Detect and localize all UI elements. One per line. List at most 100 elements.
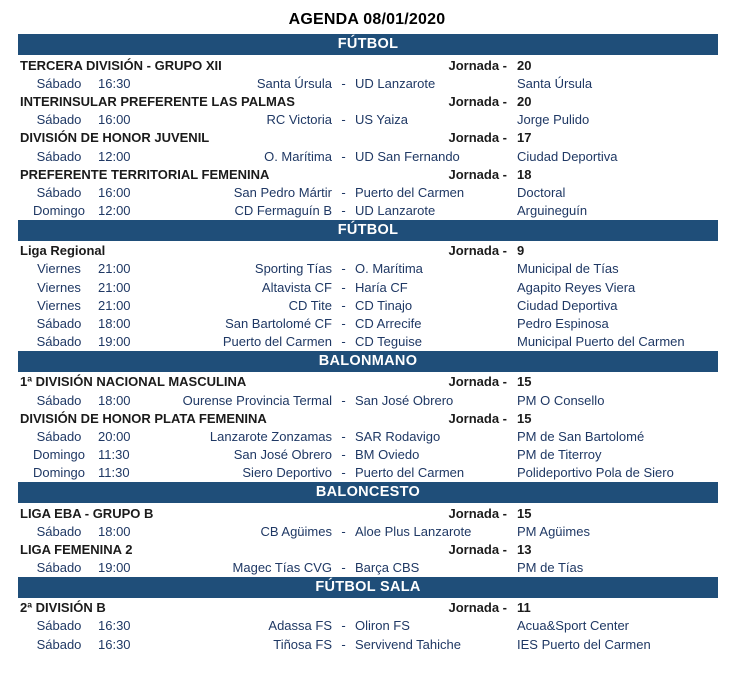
match-venue: Arguineguín [517, 203, 588, 219]
match-day: Sábado [36, 636, 82, 652]
league-header: Liga Regional Jornada - 9 [0, 242, 734, 260]
sport-banner-label: BALONCESTO [315, 483, 421, 500]
match-venue: PM Agüimes [517, 523, 590, 539]
jornada-label: Jornada - [448, 600, 507, 616]
league-list: Liga Regional Jornada - 9 Viernes 21:00 … [0, 242, 734, 351]
home-team: Altavista CF [261, 279, 332, 295]
match-venue: Pedro Espinosa [517, 316, 609, 332]
jornada-label: Jornada - [448, 541, 507, 557]
away-team: UD Lanzarote [355, 75, 436, 91]
sections-container: FÚTBOL TERCERA DIVISIÓN - GRUPO XII Jorn… [0, 34, 734, 653]
match-row: Viernes 21:00 Altavista CF - Haría CF Ag… [0, 278, 734, 296]
league-block: TERCERA DIVISIÓN - GRUPO XII Jornada - 2… [0, 56, 734, 92]
match-time: 20:00 [98, 428, 131, 444]
away-team: Oliron FS [355, 618, 410, 634]
away-team: San José Obrero [355, 392, 454, 408]
home-team: CB Agüimes [260, 523, 332, 539]
match-list: Sábado 16:30 Adassa FS - Oliron FS Acua&… [0, 617, 734, 653]
match-time: 16:00 [98, 184, 131, 200]
home-team: Magec Tías CVG [232, 560, 332, 576]
teams-separator: - [341, 112, 346, 128]
jornada-number: 15 [517, 374, 532, 390]
teams-separator: - [341, 297, 346, 313]
match-time: 18:00 [98, 392, 131, 408]
sport-section: BALONMANO 1ª DIVISIÓN NACIONAL MASCULINA… [0, 350, 734, 482]
home-team: Santa Úrsula [256, 75, 332, 91]
match-time: 16:00 [98, 112, 131, 128]
away-team: Puerto del Carmen [355, 465, 465, 481]
league-name: PREFERENTE TERRITORIAL FEMENINA [20, 166, 270, 182]
league-name: INTERINSULAR PREFERENTE LAS PALMAS [20, 93, 295, 109]
match-day: Sábado [36, 112, 82, 128]
teams-separator: - [341, 447, 346, 463]
jornada-number: 15 [517, 505, 532, 521]
league-list: LIGA EBA - GRUPO B Jornada - 15 Sábado 1… [0, 504, 734, 577]
sport-banner: FÚTBOL SALA [18, 576, 718, 598]
match-time: 19:00 [98, 334, 131, 350]
jornada-number: 11 [517, 600, 531, 616]
home-team: RC Victoria [266, 112, 332, 128]
match-time: 21:00 [98, 279, 131, 295]
match-row: Sábado 16:00 RC Victoria - US Yaiza Jorg… [0, 111, 734, 129]
match-list: Sábado 16:00 RC Victoria - US Yaiza Jorg… [0, 111, 734, 129]
league-block: LIGA FEMENINA 2 Jornada - 13 Sábado 19:0… [0, 540, 734, 576]
match-row: Domingo 12:00 CD Fermaguín B - UD Lanzar… [0, 202, 734, 220]
league-block: PREFERENTE TERRITORIAL FEMENINA Jornada … [0, 165, 734, 220]
match-time: 11:30 [98, 465, 130, 481]
away-team: Barça CBS [355, 560, 420, 576]
jornada-label: Jornada - [448, 374, 507, 390]
league-block: DIVISIÓN DE HONOR JUVENIL Jornada - 17 S… [0, 129, 734, 165]
match-time: 21:00 [98, 261, 131, 277]
match-day: Sábado [36, 316, 82, 332]
jornada-label: Jornada - [448, 130, 507, 146]
home-team: Lanzarote Zonzamas [209, 428, 332, 444]
league-header: 1ª DIVISIÓN NACIONAL MASCULINA Jornada -… [0, 373, 734, 391]
match-day: Sábado [36, 184, 82, 200]
teams-separator: - [341, 279, 346, 295]
home-team: San Bartolomé CF [225, 316, 332, 332]
home-team: CD Tite [288, 297, 332, 313]
match-day: Sábado [36, 334, 82, 350]
teams-separator: - [341, 560, 346, 576]
away-team: UD San Fernando [355, 148, 460, 164]
sport-banner-label: BALONMANO [318, 352, 418, 369]
sport-section: FÚTBOL SALA 2ª DIVISIÓN B Jornada - 11 S… [0, 576, 734, 654]
match-venue: Santa Úrsula [517, 75, 593, 91]
league-block: LIGA EBA - GRUPO B Jornada - 15 Sábado 1… [0, 504, 734, 540]
match-list: Sábado 18:00 CB Agüimes - Aloe Plus Lanz… [0, 522, 734, 540]
away-team: CD Tinajo [355, 297, 413, 313]
teams-separator: - [341, 316, 346, 332]
match-row: Sábado 18:00 San Bartolomé CF - CD Arrec… [0, 314, 734, 332]
league-block: DIVISIÓN DE HONOR PLATA FEMENINA Jornada… [0, 409, 734, 482]
match-time: 18:00 [98, 523, 131, 539]
away-team: O. Marítima [355, 261, 423, 277]
teams-separator: - [341, 618, 346, 634]
sport-banner: BALONMANO [18, 350, 718, 372]
jornada-label: Jornada - [448, 93, 507, 109]
match-day: Sábado [36, 392, 82, 408]
match-day: Sábado [36, 75, 82, 91]
match-venue: PM de Tías [517, 560, 584, 576]
league-header: DIVISIÓN DE HONOR JUVENIL Jornada - 17 [0, 129, 734, 147]
league-name: LIGA FEMENINA 2 [20, 541, 133, 557]
match-time: 21:00 [98, 297, 131, 313]
match-venue: PM O Consello [517, 392, 605, 408]
jornada-label: Jornada - [448, 166, 507, 182]
match-venue: Ciudad Deportiva [517, 148, 618, 164]
sport-banner: FÚTBOL [18, 34, 718, 55]
teams-separator: - [341, 523, 346, 539]
teams-separator: - [341, 203, 346, 219]
match-row: Sábado 16:00 San Pedro Mártir - Puerto d… [0, 183, 734, 201]
away-team: UD Lanzarote [355, 203, 436, 219]
teams-separator: - [341, 75, 346, 91]
match-row: Viernes 21:00 Sporting Tías - O. Marítim… [0, 260, 734, 278]
match-day: Sábado [36, 560, 82, 576]
jornada-label: Jornada - [448, 57, 507, 73]
home-team: San José Obrero [233, 447, 332, 463]
match-venue: Agapito Reyes Viera [517, 279, 636, 295]
match-venue: IES Puerto del Carmen [517, 636, 651, 652]
home-team: Sporting Tías [254, 261, 332, 277]
match-row: Sábado 16:30 Santa Úrsula - UD Lanzarote… [0, 74, 734, 92]
match-day: Viernes [37, 279, 81, 295]
league-name: DIVISIÓN DE HONOR JUVENIL [20, 130, 210, 146]
